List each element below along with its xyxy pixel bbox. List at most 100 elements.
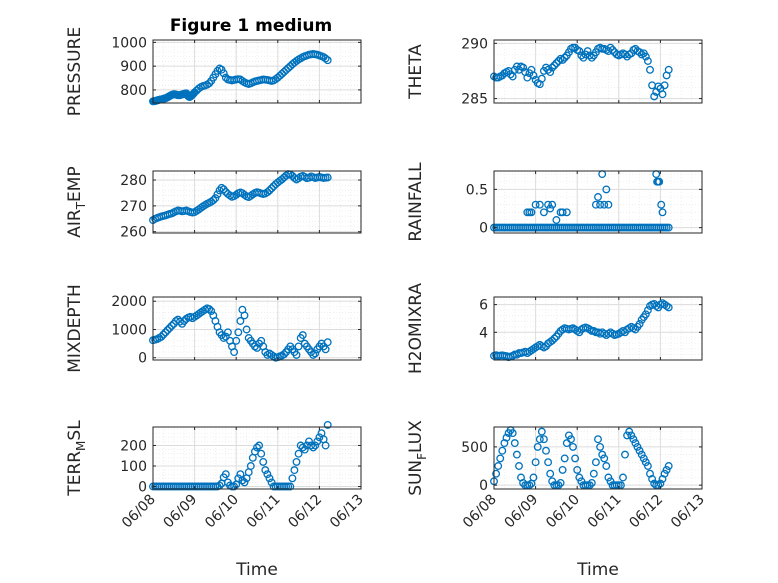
- data-point: [604, 200, 613, 209]
- data-point: [263, 470, 272, 479]
- y-tick-label: 900: [120, 59, 147, 75]
- y-tick-label: 285: [461, 92, 488, 108]
- data-point: [261, 466, 270, 475]
- data-point: [552, 216, 561, 224]
- data-point: [531, 458, 540, 467]
- data-point: [163, 326, 172, 335]
- data-point: [646, 65, 654, 74]
- data-point: [267, 478, 276, 487]
- data-point: [600, 200, 609, 209]
- y-axis-label: TERRMSL: [65, 420, 88, 497]
- axes-box: [493, 39, 703, 104]
- data-point: [558, 208, 567, 217]
- data-point: [550, 334, 559, 343]
- data-point: [658, 90, 667, 99]
- data-point: [594, 435, 602, 444]
- data-point: [606, 477, 615, 486]
- data-point: [321, 345, 330, 354]
- data-point: [311, 349, 320, 358]
- y-tick-label: 200: [120, 438, 147, 454]
- data-point: [280, 350, 288, 359]
- data-point: [300, 445, 309, 454]
- data-point: [221, 332, 230, 341]
- data-point: [529, 71, 538, 80]
- data-point: [648, 475, 657, 483]
- data-point: [321, 54, 330, 63]
- data-point: [657, 200, 666, 209]
- axes-box: [152, 426, 362, 490]
- data-point: [230, 482, 239, 491]
- data-point: [284, 64, 293, 73]
- data-point: [323, 420, 332, 429]
- data-point: [207, 307, 216, 316]
- data-point: [157, 332, 166, 341]
- series-markers: [490, 43, 673, 101]
- y-tick-label: 0: [138, 480, 147, 496]
- data-point: [548, 336, 557, 345]
- data-point: [223, 328, 232, 337]
- data-point: [569, 442, 577, 451]
- data-point: [546, 68, 555, 77]
- axes-box: [152, 170, 362, 234]
- data-point: [286, 482, 295, 491]
- data-point: [554, 57, 563, 65]
- data-point: [242, 325, 251, 334]
- y-tick-label: 270: [120, 199, 147, 215]
- data-point: [606, 43, 615, 52]
- data-point: [548, 63, 557, 72]
- subplot-pressure: 800 900 1000 PRESSURE: [65, 27, 362, 116]
- data-point: [265, 474, 274, 483]
- data-point: [506, 70, 515, 79]
- series-markers: [490, 426, 673, 490]
- data-point: [619, 473, 627, 482]
- data-point: [209, 196, 218, 205]
- data-point: [575, 47, 584, 56]
- data-point: [307, 441, 316, 450]
- data-point: [598, 450, 607, 459]
- y-tick-label: 290: [461, 36, 488, 52]
- data-point: [591, 458, 600, 467]
- data-point: [650, 92, 659, 101]
- data-point: [305, 437, 313, 446]
- data-point: [498, 446, 507, 455]
- data-point: [217, 183, 226, 192]
- data-point: [161, 328, 170, 337]
- data-point: [263, 188, 272, 197]
- data-point: [571, 454, 580, 463]
- data-point: [660, 469, 669, 478]
- data-point: [236, 317, 245, 325]
- series-markers: [149, 170, 332, 225]
- data-point: [583, 47, 592, 56]
- data-point: [176, 317, 184, 326]
- y-tick-label: 4: [479, 325, 488, 341]
- data-point: [602, 185, 611, 194]
- data-point: [531, 200, 540, 209]
- y-tick-label: 0: [479, 221, 488, 237]
- data-point: [623, 431, 632, 440]
- data-point: [544, 200, 553, 209]
- data-point: [267, 184, 276, 193]
- y-axis-label: H2OMIXRA: [406, 283, 426, 374]
- data-point: [194, 84, 203, 93]
- y-tick-label: 6: [479, 298, 488, 314]
- data-point: [535, 435, 544, 444]
- data-point: [631, 439, 640, 448]
- data-point: [587, 53, 596, 62]
- y-tick-label: 0: [479, 478, 488, 494]
- data-point: [502, 433, 511, 442]
- data-point: [621, 450, 629, 459]
- data-point: [255, 441, 264, 450]
- data-point: [633, 442, 642, 451]
- data-point: [664, 223, 673, 232]
- data-point: [639, 454, 648, 463]
- subplot-air-temp: 260 270 280 AIRTEMP: [65, 166, 362, 241]
- data-point: [529, 473, 538, 482]
- data-point: [234, 328, 243, 337]
- data-point: [527, 208, 536, 217]
- data-point: [205, 305, 214, 314]
- data-point: [664, 303, 673, 312]
- data-point: [240, 478, 249, 487]
- y-tick-label: 100: [120, 459, 147, 475]
- data-point: [560, 454, 569, 463]
